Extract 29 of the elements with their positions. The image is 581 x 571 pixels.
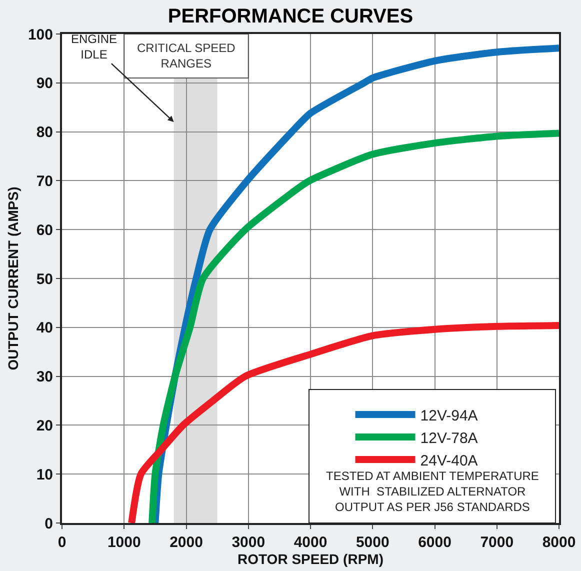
- x-axis-title: ROTOR SPEED (RPM): [238, 551, 384, 567]
- y-tick-label: 100: [28, 26, 53, 44]
- y-tick-label: 0: [44, 515, 53, 532]
- y-tick-label: 10: [36, 466, 53, 484]
- x-tick-label: 2000: [170, 534, 203, 551]
- y-tick-label: 70: [36, 172, 53, 190]
- y-axis-title: OUTPUT CURRENT (AMPS): [5, 186, 22, 370]
- y-tick-label: 20: [36, 417, 53, 434]
- x-tick-label: 5000: [356, 534, 390, 551]
- legend-label: 24V-40A: [420, 452, 478, 470]
- x-tick-label: 8000: [542, 534, 576, 551]
- y-tick-label: 60: [36, 222, 53, 239]
- chart-title: PERFORMANCE CURVES: [168, 6, 414, 28]
- y-tick-label: 80: [36, 124, 53, 142]
- x-tick-label: 6000: [418, 534, 452, 551]
- x-tick-label: 4000: [294, 534, 328, 551]
- annotation: ENGINE IDLE: [71, 32, 118, 62]
- band-label: CRITICAL SPEED RANGES: [137, 41, 236, 71]
- legend-label: 12V-78A: [420, 430, 478, 447]
- x-tick-label: 7000: [480, 534, 514, 551]
- x-tick-label: 1000: [107, 534, 141, 551]
- x-tick-label: 0: [58, 534, 66, 551]
- y-tick-label: 40: [36, 320, 53, 337]
- y-tick-label: 30: [36, 368, 53, 386]
- x-tick-label: 3000: [232, 534, 266, 551]
- y-tick-label: 50: [36, 270, 53, 288]
- y-tick-label: 90: [36, 75, 53, 92]
- annotation: TESTED AT AMBIENT TEMPERATURE WITH STABILIZED ALTERNATOR OUTPUT AS PER J56 STANDARDS: [326, 469, 539, 514]
- legend-label: 12V-94A: [420, 407, 478, 424]
